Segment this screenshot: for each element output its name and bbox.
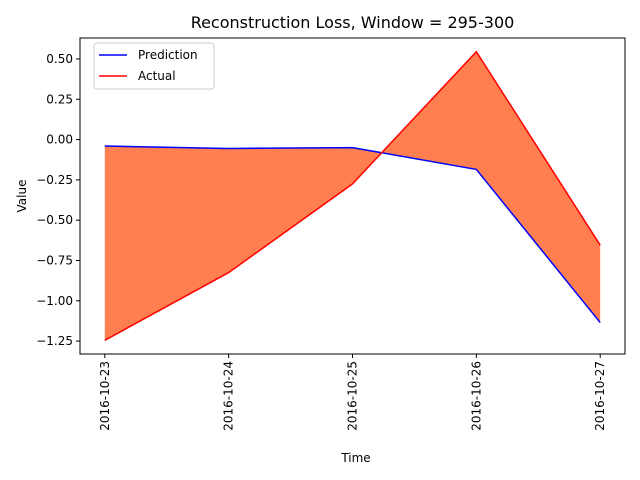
x-tick-label: 2016-10-23 xyxy=(98,361,112,431)
y-tick-label: −0.75 xyxy=(36,253,73,267)
y-tick-label: −0.25 xyxy=(36,173,73,187)
y-tick-label: −1.25 xyxy=(36,334,73,348)
y-tick-label: 0.50 xyxy=(46,52,73,66)
x-axis-label: Time xyxy=(340,451,370,465)
x-axis: 2016-10-23 2016-10-24 2016-10-25 2016-10-26… xyxy=(98,354,607,431)
y-tick-label: −0.50 xyxy=(36,213,73,227)
series-layer xyxy=(104,50,601,341)
legend-label-actual: Actual xyxy=(138,69,176,83)
fill-between-area xyxy=(104,51,601,341)
y-axis: 0.50 0.25 0.00 −0.25 −0.50 −0.75 −1.00 −1.25 xyxy=(36,52,80,348)
x-tick-label: 2016-10-25 xyxy=(346,361,360,431)
chart-title: Reconstruction Loss, Window = 295-300 xyxy=(191,13,515,32)
x-tick-label: 2016-10-24 xyxy=(222,361,236,431)
series-line-actual xyxy=(104,50,601,341)
y-tick-label: −1.00 xyxy=(36,294,73,308)
legend-label-prediction: Prediction xyxy=(138,48,198,62)
y-tick-label: 0.00 xyxy=(46,133,73,147)
fill-between-layer xyxy=(104,51,601,341)
x-tick-label: 2016-10-27 xyxy=(593,361,607,431)
legend: Prediction Actual xyxy=(93,42,215,90)
series-line-prediction xyxy=(104,145,601,324)
y-tick-label: 0.25 xyxy=(46,92,73,106)
y-axis-label: Value xyxy=(15,180,29,213)
x-tick-label: 2016-10-26 xyxy=(469,361,483,431)
